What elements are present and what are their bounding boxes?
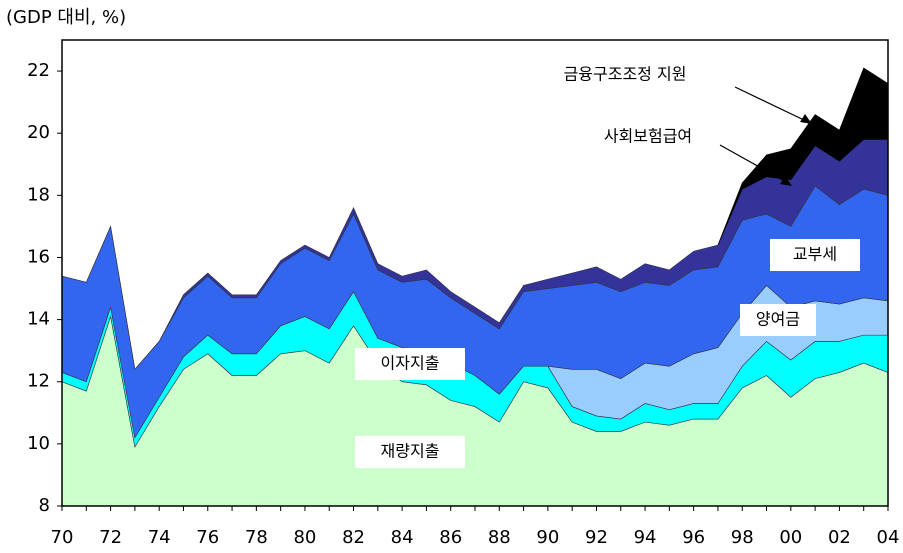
y-axis-label: (GDP 대비, %) (6, 7, 126, 28)
x-tick-label: 90 (536, 527, 559, 548)
series-label: 이자지출 (381, 354, 440, 373)
arrowhead (800, 114, 812, 124)
label-box (355, 436, 465, 468)
labels: 재량지출 이자지출 양여금 교부세 사회보험급여 금융구조조정 지원 (355, 65, 860, 468)
series-label: 교부세 (793, 245, 837, 264)
x-tick-label: 78 (245, 527, 268, 548)
areas (61, 67, 889, 507)
y-tick-label: 22 (27, 60, 50, 81)
arrow (734, 86, 807, 122)
y-tick-label: 8 (39, 495, 50, 516)
x-tick-label: 94 (634, 527, 657, 548)
x-tick-label: 04 (877, 527, 900, 548)
x-tick-label: 86 (439, 527, 462, 548)
y-tick-label: 20 (27, 122, 50, 143)
x-tick-label: 98 (731, 527, 754, 548)
x-tick-label: 82 (342, 527, 365, 548)
x-tick-label: 84 (391, 527, 414, 548)
series-label: 양여금 (756, 310, 800, 329)
series-label: 금융구조조정 지원 (564, 65, 687, 84)
series-label: 재량지출 (381, 442, 440, 461)
x-tick-label: 72 (99, 527, 122, 548)
arrow (719, 144, 787, 183)
x-tick-label: 70 (51, 527, 74, 548)
x-tick-label: 92 (585, 527, 608, 548)
y-tick-label: 16 (27, 246, 50, 267)
x-tick-label: 74 (148, 527, 171, 548)
series-label: 사회보험급여 (604, 127, 692, 146)
x-tick-label: 80 (293, 527, 316, 548)
y-tick-label: 14 (27, 309, 50, 330)
label-box (770, 239, 860, 271)
label-box (740, 304, 816, 336)
arrowhead (780, 176, 792, 186)
y-tick-label: 18 (27, 184, 50, 205)
y-tick-label: 12 (27, 371, 50, 392)
x-tick-label: 96 (682, 527, 705, 548)
x-tick-label: 00 (779, 527, 802, 548)
y-tick-label: 10 (27, 433, 50, 454)
x-tick-label: 88 (488, 527, 511, 548)
x-tick-label: 02 (828, 527, 851, 548)
label-box (355, 348, 465, 380)
x-tick-label: 76 (196, 527, 219, 548)
